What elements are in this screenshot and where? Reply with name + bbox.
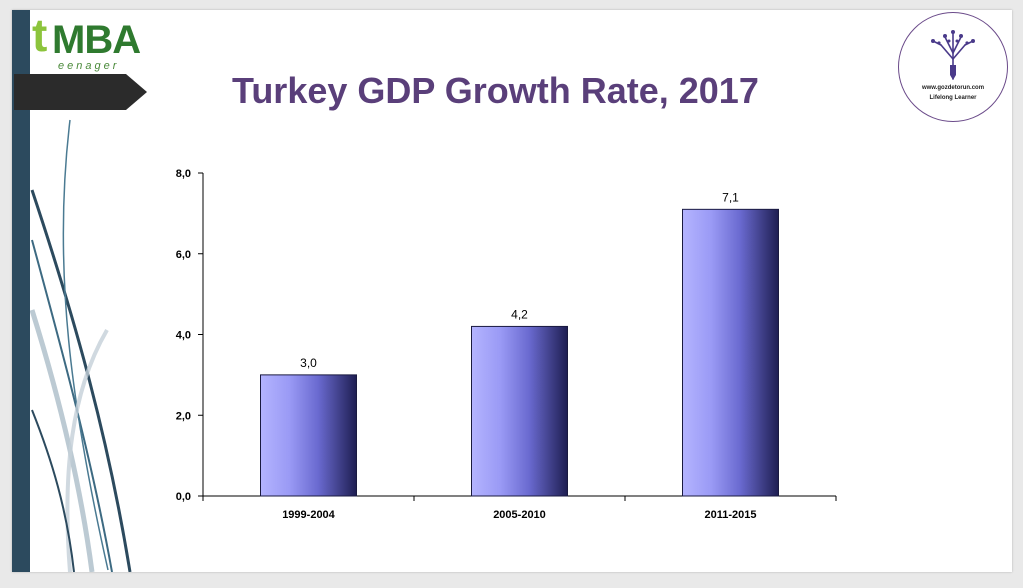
logo-subtitle: eenager — [58, 60, 120, 72]
tree-pencil-icon — [931, 30, 975, 80]
y-tick-label: 2,0 — [176, 410, 191, 422]
decorative-swoosh — [29, 119, 132, 572]
x-tick-label: 1999-2004 — [282, 509, 335, 521]
bar-value-label: 4,2 — [511, 307, 528, 321]
tmba-logo: t MBA eenager — [30, 9, 160, 72]
bar — [471, 325, 568, 497]
x-tick-label: 2005-2010 — [493, 509, 546, 521]
y-tick-label: 6,0 — [176, 249, 191, 261]
title-tab — [14, 74, 147, 110]
bar-value-label: 3,0 — [300, 356, 317, 370]
logo-mark: t — [32, 9, 48, 61]
y-tick-label: 4,0 — [176, 330, 191, 342]
y-tick-label: 8,0 — [176, 168, 191, 180]
bar — [682, 208, 779, 497]
logo-name: MBA — [52, 18, 141, 62]
badge-url: www.gozdetorun.com — [921, 85, 985, 91]
author-badge: www.gozdetorun.com Lifelong Learner — [898, 12, 1008, 122]
bar — [260, 374, 357, 497]
page-title: Turkey GDP Growth Rate, 2017 — [232, 70, 759, 111]
y-tick-label: 0,0 — [176, 491, 191, 503]
badge-tagline: Lifelong Learner — [929, 95, 977, 101]
bar-value-label: 7,1 — [722, 190, 739, 204]
accent-bar — [12, 10, 30, 572]
x-tick-label: 2011-2015 — [705, 509, 757, 521]
